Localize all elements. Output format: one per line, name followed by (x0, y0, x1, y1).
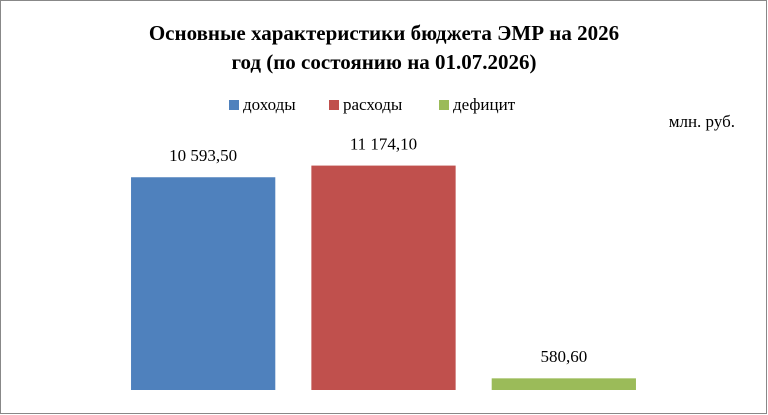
bar (491, 378, 636, 390)
chart-title: год (по состоянию на 01.07.2026) (231, 50, 536, 74)
legend-swatch (229, 100, 239, 110)
value-label: 10 593,50 (169, 146, 237, 165)
unit-label: млн. руб. (669, 112, 735, 131)
value-label: 580,60 (540, 347, 587, 366)
legend-label: расходы (343, 95, 403, 114)
legend-label: доходы (243, 95, 296, 114)
bar (311, 165, 456, 390)
legend-swatch (439, 100, 449, 110)
legend-label: дефицит (453, 95, 516, 114)
bar (131, 177, 276, 390)
legend-swatch (329, 100, 339, 110)
chart-title: Основные характеристики бюджета ЭМР на 2… (149, 21, 619, 45)
value-label: 11 174,10 (350, 134, 417, 153)
